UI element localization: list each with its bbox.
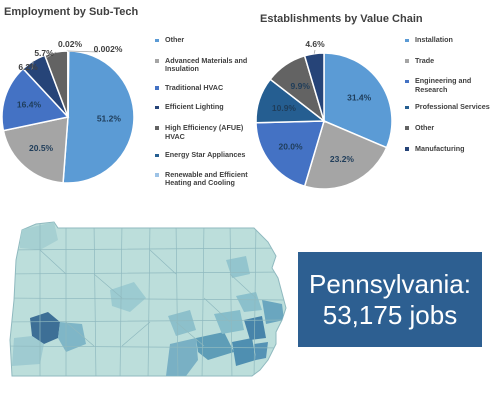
chart-1-legend: Other Advanced Materials and Insulation Tr… [155,35,255,188]
pie-slice [67,50,70,118]
legend-swatch [405,126,409,130]
legend-swatch [155,38,159,42]
leader-line [45,51,57,59]
legend-item: Traditional HVAC [155,82,255,93]
county-berks [214,310,244,334]
legend-label: Manufacturing [415,143,465,153]
slice-value-label: 51.2% [97,114,122,124]
legend-item: Energy Star Appliances [155,150,255,160]
legend-label: Energy Star Appliances [165,150,246,160]
pie-slice [62,50,135,184]
legend-label: Traditional HVAC [165,82,224,92]
legend-item: Trade [405,55,497,66]
legend-swatch [155,59,159,63]
legend-label: Trade [415,55,435,65]
chart-1-title: Employment by Sub-Tech [4,6,139,18]
pie-slice [2,116,69,184]
chart-2-title: Establishments by Value Chain [260,13,423,25]
legend-swatch [405,147,409,151]
slice-value-label: 16.4% [17,100,42,110]
jobs-callout: Pennsylvania: 53,175 jobs [298,252,482,347]
slice-value-label: 6.2% [18,62,38,72]
county-erie [20,222,58,250]
legend-swatch [155,173,159,177]
legend-label: Engineering and Research [415,76,472,94]
leader-line [31,60,34,71]
legend-item: Installation [405,35,497,45]
slice-value-label: 20.5% [29,143,54,153]
legend-item: Renewable and Efficient Heating and Cool… [155,169,255,188]
legend-swatch [405,38,409,42]
legend-label: Efficient Lighting [165,102,224,112]
slice-value-label: 5.7% [34,48,54,58]
legend-swatch [155,105,159,110]
legend-item: Professional Services [405,103,497,112]
county-washington [12,336,44,366]
legend-swatch [405,79,409,84]
county-allegheny [30,312,60,344]
slice-value-label: 0.02% [58,39,83,49]
legend-label: Installation [415,35,453,44]
county-borders [10,222,286,376]
legend-item: Efficient Lighting [155,103,255,112]
legend-swatch [405,59,409,63]
county-centre [110,282,146,312]
county-lehigh [236,292,262,312]
legend-swatch [155,86,159,90]
legend-label: High Efficiency (AFUE) HVAC [165,122,244,141]
callout-state: Pennsylvania: [309,268,471,299]
callout-jobs: 53,175 jobs [322,299,458,330]
legend-swatch [155,153,159,158]
legend-label: Other [165,35,185,44]
county-lancaster [196,332,234,360]
chart-2-legend: Installation Trade Engineering and Researc… [405,35,497,154]
legend-label: Renewable and Efficient Heating and Cool… [165,169,248,188]
leader-line [67,50,99,53]
pie-slice [1,67,70,132]
legend-swatch [155,126,159,130]
legend-swatch [405,105,409,110]
employment-pie-chart: 51.2% 20.5% 16.4% 6.2% 5.7% 0.02% 0.002% [1,39,135,184]
legend-label: Professional Services [415,102,490,112]
county-dauphin [168,310,196,336]
county-delaware [254,342,268,360]
legend-item: Other [405,122,497,133]
legend-item: Other [155,35,255,45]
legend-label: Advanced Materials and Insulation [165,55,248,74]
legend-item: Advanced Materials and Insulation [155,55,255,74]
legend-item: High Efficiency (AFUE) HVAC [155,122,255,141]
county-chester [232,338,256,366]
slice-value-label: 0.002% [94,44,123,54]
legend-item: Engineering and Research [405,76,497,94]
county-bucks [262,300,284,324]
legend-label: Other [415,122,435,132]
pennsylvania-county-map [9,221,287,377]
legend-item: Manufacturing [405,143,497,154]
county-westmoreland [58,322,86,352]
